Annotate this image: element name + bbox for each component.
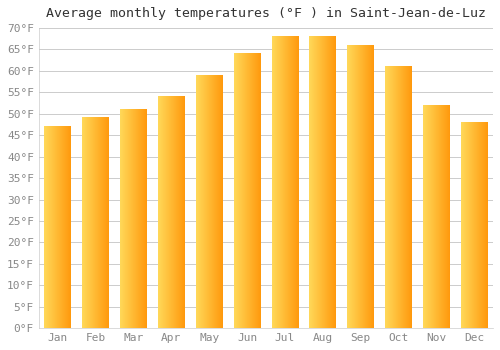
Title: Average monthly temperatures (°F ) in Saint-Jean-de-Luz: Average monthly temperatures (°F ) in Sa…: [46, 7, 486, 20]
